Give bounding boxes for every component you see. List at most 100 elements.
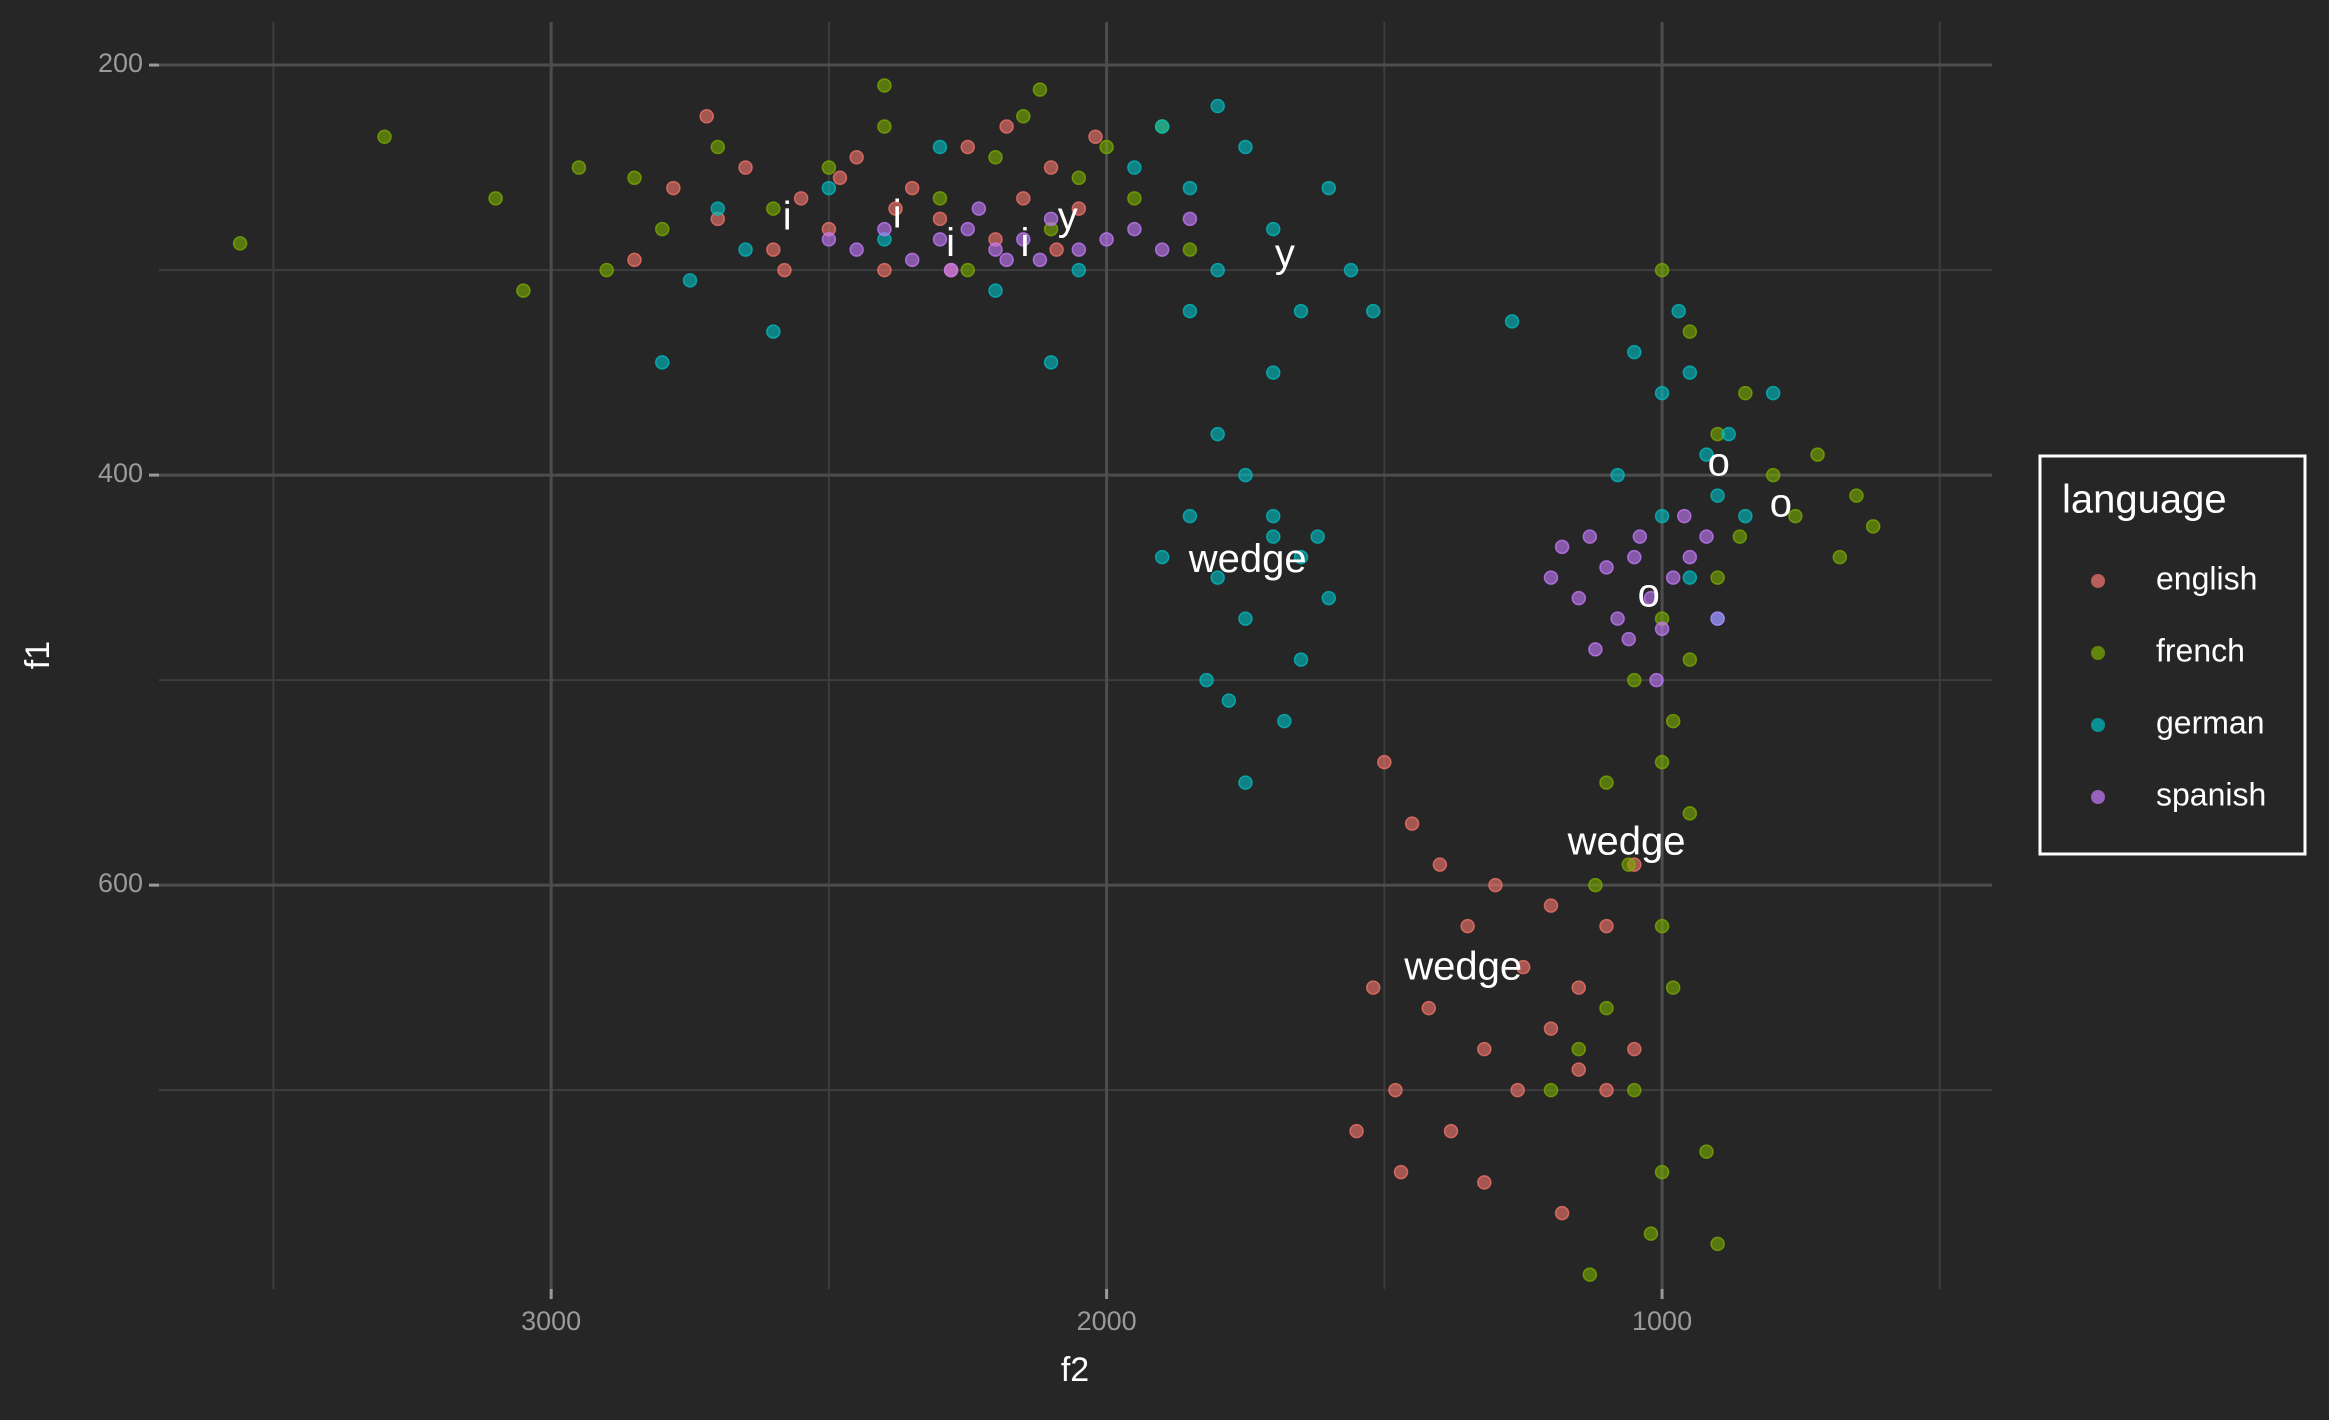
- point: [1671, 303, 1686, 319]
- point: [1627, 1041, 1642, 1057]
- point: [777, 262, 792, 278]
- point: [1265, 529, 1281, 544]
- point: [1043, 355, 1059, 370]
- annotation: wedge: [1567, 820, 1686, 864]
- point: [1699, 447, 1714, 462]
- point: [1710, 570, 1725, 585]
- point: [1732, 529, 1748, 544]
- point: [1571, 1062, 1586, 1077]
- point: [1699, 529, 1714, 544]
- point: [849, 242, 864, 257]
- point: [232, 236, 248, 251]
- point: [1365, 303, 1381, 319]
- point: [1016, 191, 1031, 206]
- point: [1421, 1000, 1437, 1016]
- point: [988, 242, 1003, 257]
- point: [1654, 262, 1670, 278]
- point: [832, 170, 848, 186]
- annotation: i: [946, 221, 955, 265]
- point: [1365, 980, 1381, 995]
- point: [932, 139, 948, 155]
- point: [793, 191, 809, 206]
- point: [1043, 160, 1059, 175]
- point: [1293, 652, 1309, 667]
- point: [627, 170, 642, 186]
- point: [1265, 365, 1281, 380]
- point: [1738, 385, 1753, 401]
- point: [1627, 549, 1642, 565]
- point: [1515, 959, 1531, 975]
- point: [821, 232, 837, 247]
- point: [1710, 611, 1725, 626]
- point: [888, 201, 903, 216]
- legend-label: french: [2156, 632, 2245, 668]
- legend-title: language: [2062, 478, 2227, 522]
- point: [849, 150, 864, 165]
- point: [1832, 549, 1848, 565]
- point: [1554, 1205, 1570, 1221]
- annotation: y: [1275, 231, 1295, 275]
- point: [1043, 211, 1059, 227]
- point: [1543, 570, 1559, 585]
- point: [766, 324, 781, 339]
- point: [988, 283, 1003, 298]
- point: [1627, 672, 1642, 688]
- point: [1154, 549, 1170, 565]
- point: [1032, 252, 1048, 268]
- point: [821, 160, 837, 175]
- point: [1654, 754, 1670, 770]
- point: [377, 129, 392, 145]
- point: [1765, 467, 1781, 483]
- point: [1310, 529, 1325, 544]
- point: [1393, 1164, 1409, 1180]
- point: [932, 211, 948, 227]
- annotation: wedge: [1403, 945, 1522, 989]
- point: [1699, 1144, 1714, 1159]
- y-tick-label: 600: [98, 868, 143, 898]
- point: [1032, 82, 1048, 97]
- legend-key: [2091, 790, 2105, 804]
- point: [1649, 672, 1664, 688]
- point: [1849, 488, 1864, 503]
- point: [1788, 508, 1803, 524]
- annotation: o: [1638, 572, 1660, 616]
- point: [1738, 508, 1753, 524]
- point: [1610, 611, 1625, 626]
- point: [988, 150, 1003, 165]
- point: [1571, 590, 1586, 606]
- annotation: wedge: [1188, 537, 1307, 581]
- point: [1665, 570, 1681, 585]
- point: [1510, 1082, 1525, 1098]
- annotation: o: [1708, 440, 1730, 484]
- point: [1654, 1164, 1670, 1180]
- point: [1221, 693, 1237, 708]
- y-tick-label: 200: [98, 48, 143, 78]
- point: [1071, 170, 1087, 186]
- point: [1277, 713, 1292, 729]
- point: [1554, 539, 1570, 555]
- point: [666, 180, 681, 196]
- point: [1182, 508, 1198, 524]
- point: [904, 252, 920, 268]
- legend-label: spanish: [2156, 776, 2266, 812]
- point: [1543, 898, 1559, 913]
- point: [1588, 877, 1603, 893]
- point: [710, 139, 726, 155]
- point: [932, 232, 948, 247]
- point: [1621, 631, 1636, 647]
- point: [1154, 119, 1170, 134]
- point: [1477, 1175, 1492, 1190]
- point: [1377, 754, 1392, 770]
- point: [738, 160, 753, 175]
- point: [1571, 1041, 1586, 1057]
- annotation: o: [1770, 481, 1792, 525]
- annotation: i: [783, 194, 792, 238]
- point: [1721, 426, 1736, 442]
- point: [488, 191, 503, 206]
- point: [1443, 1123, 1459, 1139]
- point: [1599, 1082, 1614, 1098]
- point: [654, 355, 670, 370]
- point: [766, 242, 781, 257]
- point: [1265, 221, 1281, 237]
